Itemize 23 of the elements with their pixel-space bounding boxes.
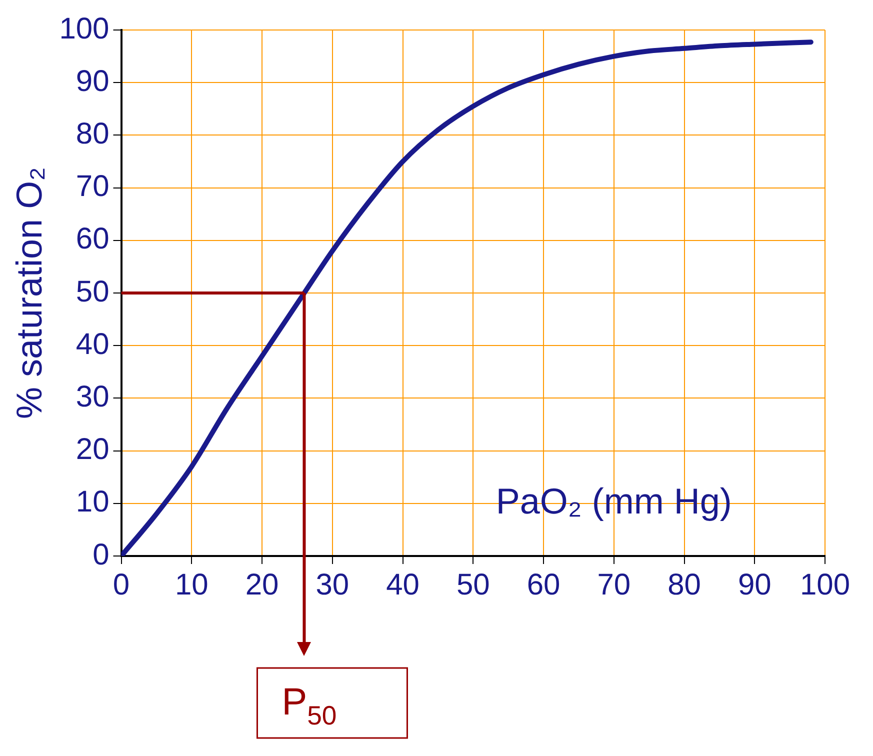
x-tick-label: 50 bbox=[456, 568, 490, 602]
y-tick-label: 50 bbox=[76, 275, 110, 308]
x-tick-label: 10 bbox=[174, 568, 208, 602]
y-tick-label: 60 bbox=[76, 222, 110, 256]
y-tick-label: 10 bbox=[76, 486, 110, 519]
x-tick-label: 90 bbox=[738, 568, 772, 602]
y-tick-label: 30 bbox=[76, 380, 110, 414]
y-tick-label: 90 bbox=[76, 64, 110, 98]
x-tick-label: 0 bbox=[112, 568, 130, 602]
y-tick-label: 100 bbox=[59, 12, 110, 46]
x-tick-label: 60 bbox=[526, 568, 560, 602]
x-tick-label: 100 bbox=[800, 568, 850, 602]
y-tick-label: 20 bbox=[76, 433, 110, 466]
y-tick-label: 40 bbox=[76, 328, 110, 361]
x-tick-label: 80 bbox=[668, 568, 701, 602]
y-tick-label: 70 bbox=[76, 170, 110, 204]
y-tick-label: 80 bbox=[76, 117, 110, 150]
y-tick-label: 0 bbox=[92, 538, 110, 572]
x-tick-label: 30 bbox=[316, 568, 350, 602]
y-axis-title: % saturation O₂ bbox=[8, 166, 50, 420]
x-tick-label: 20 bbox=[245, 568, 279, 602]
x-tick-label: 40 bbox=[386, 568, 420, 602]
x-tick-label: 70 bbox=[597, 568, 631, 602]
